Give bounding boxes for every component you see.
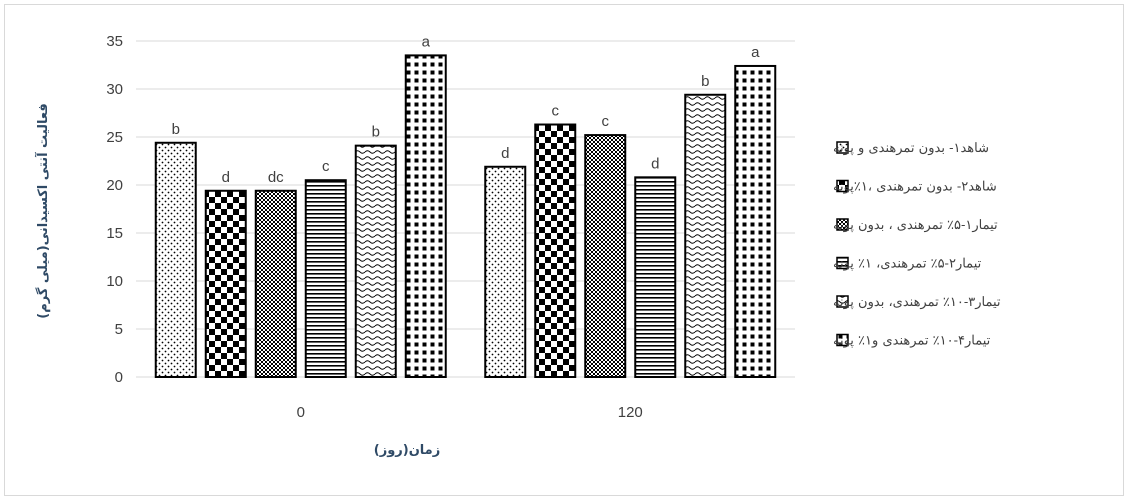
data-label: b: [172, 121, 180, 138]
legend-label: شاهد۱- بدون تمرهندی و پونه: [833, 141, 989, 156]
data-label: c: [552, 103, 560, 120]
bars: [154, 54, 777, 379]
legend-label: تیمار۲-۵٪ تمرهندی، ۱٪ پونه: [833, 257, 982, 272]
y-axis-ticks: 0 5 10 15 20 25 30 35: [106, 33, 123, 386]
y-tick-label: 30: [106, 81, 123, 98]
data-label: d: [651, 155, 659, 172]
x-tick-label: 120: [618, 404, 643, 421]
legend-swatch: [836, 218, 849, 231]
legend-swatch: [836, 256, 849, 270]
bar-3-day-0: [254, 189, 297, 378]
bar-4-day-120: [634, 176, 677, 378]
legend-item: شاهد۲- بدون تمرهندی ،۱٪پونه: [833, 180, 997, 195]
y-tick-label: 20: [106, 177, 123, 194]
legend-label: شاهد۲- بدون تمرهندی ،۱٪پونه: [833, 180, 997, 195]
bar-6-day-0: [404, 54, 447, 379]
legend-item: شاهد۱- بدون تمرهندی و پونه: [833, 141, 989, 156]
legend-label: تیمار۳-۱۰٪ تمرهندی، بدون پونه: [833, 295, 1001, 310]
bar-2-day-120: [534, 123, 577, 378]
data-label: d: [222, 169, 230, 186]
y-tick-label: 5: [115, 321, 123, 338]
data-label: a: [422, 33, 431, 50]
legend-item: تیمار۱-۵٪ تمرهندی ، بدون پونه: [833, 218, 998, 233]
bar-1-day-0: [154, 141, 197, 378]
legend-swatch: [836, 295, 849, 308]
legend-label: تیمار۴-۱۰٪ تمرهندی و۱٪ پونه: [833, 334, 991, 349]
legend-item: تیمار۴-۱۰٪ تمرهندی و۱٪ پونه: [833, 334, 991, 349]
y-tick-label: 0: [115, 369, 123, 386]
bar-6-day-120: [734, 64, 777, 379]
legend-swatch: [836, 141, 849, 154]
legend-item: تیمار۲-۵٪ تمرهندی، ۱٪ پونه: [833, 257, 982, 272]
y-tick-label: 10: [106, 273, 123, 290]
data-label: c: [602, 113, 610, 130]
data-label: b: [701, 73, 709, 90]
legend-swatch: [836, 179, 849, 193]
x-axis-ticks: 0 120: [297, 404, 643, 421]
bar-5-day-0: [354, 144, 397, 378]
data-label: c: [322, 158, 330, 175]
legend-swatch: [836, 333, 849, 347]
data-label: a: [751, 44, 760, 61]
chart-frame: 0 5 10 15 20 25 30 35 b d dc c b a d c c d b a 0 120 زمان(ر…: [4, 4, 1124, 496]
y-tick-label: 35: [106, 33, 123, 50]
x-axis-title: زمان(روز): [374, 443, 440, 458]
bar-4-day-0: [304, 179, 347, 378]
data-label: b: [372, 124, 380, 141]
bar-5-day-120: [684, 93, 727, 378]
legend-label: تیمار۱-۵٪ تمرهندی ، بدون پونه: [833, 218, 998, 233]
data-label: d: [501, 145, 509, 162]
bar-3-day-120: [584, 134, 627, 378]
y-tick-label: 15: [106, 225, 123, 242]
y-axis-title: فعالیت آنتی اکسیدانی(میلی گرم): [34, 103, 51, 318]
data-label: dc: [268, 169, 284, 186]
y-tick-label: 25: [106, 129, 123, 146]
legend: شاهد۱- بدون تمرهندی و پونه شاهد۲- بدون تم…: [833, 141, 1001, 349]
x-tick-label: 0: [297, 404, 305, 421]
bar-1-day-120: [484, 165, 527, 378]
legend-item: تیمار۳-۱۰٪ تمرهندی، بدون پونه: [833, 295, 1001, 310]
bar-2-day-0: [204, 189, 247, 378]
